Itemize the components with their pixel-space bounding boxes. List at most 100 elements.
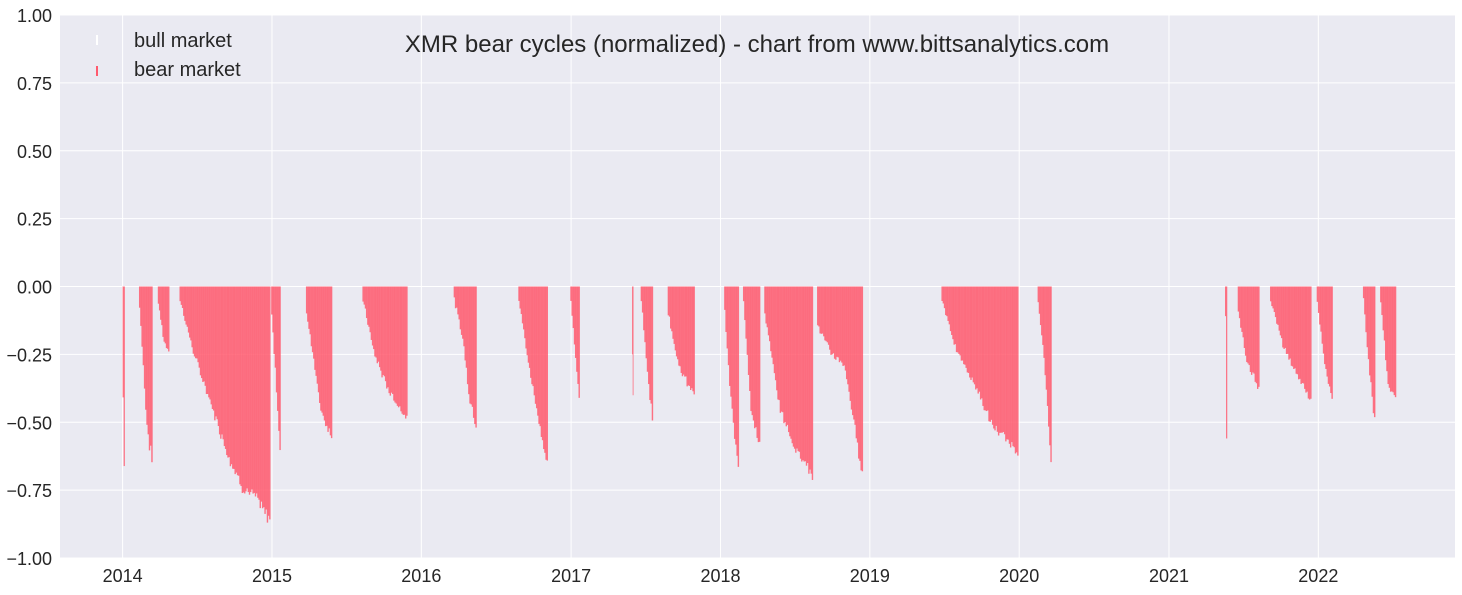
bear-bar [1366,286,1369,348]
bear-bar [218,286,221,435]
bear-bar [792,286,795,447]
bear-bar [267,286,270,516]
bear-bar [523,286,525,330]
bear-bar [789,286,791,437]
bear-bar [310,286,313,347]
bear-bar [811,286,814,480]
x-tick-label: 2020 [999,566,1039,586]
x-tick-label: 2019 [850,566,890,586]
bear-bar [1237,286,1240,312]
bear-bar [392,286,394,395]
bear-bar [837,286,839,358]
bear-bar [389,286,392,396]
bear-bar [858,286,860,459]
bear-bar [148,286,151,451]
bear-bar [195,286,197,359]
bear-bar [320,286,322,411]
bear-bar [208,286,210,398]
bear-bar [471,286,474,407]
bear-bar [246,286,248,489]
bear-bar [403,286,406,415]
bear-bar [947,286,949,321]
bear-bar [731,286,733,409]
bear-bar [838,286,841,363]
bear-bar [958,286,960,354]
bear-bar [777,286,779,400]
bear-bar [278,286,280,431]
bear-bar [165,286,168,349]
bear-bar [216,286,218,420]
bear-bar [168,286,170,352]
bear-bar [825,286,827,342]
bear-bar [1005,286,1007,442]
bear-bar [785,286,788,427]
bear-bar [684,286,686,377]
bear-bar [641,286,644,313]
bear-bar [368,286,370,327]
bear-bar [230,286,233,465]
bear-bar [853,286,855,420]
bear-bar [645,286,648,359]
bear-bar [238,286,240,476]
bear-bar [541,286,544,441]
bear-bar [253,286,255,493]
bear-bar [222,286,224,440]
bear-bar [957,286,959,353]
bear-bar [1225,286,1227,317]
bear-bar [848,286,850,392]
bear-bar [961,286,964,361]
bear-bar [1365,286,1367,333]
bear-bar [1320,286,1322,332]
bear-bar [831,286,833,355]
bear-bar [1276,286,1278,324]
bear-bar [540,286,543,437]
bear-bar [726,286,729,349]
bear-bar [1364,286,1366,315]
bear-bar [955,286,958,353]
bear-bar [823,286,825,337]
bear-bar [765,286,767,324]
bear-bar [192,286,195,354]
bear-bar [1043,286,1045,358]
bear-bar [1319,286,1321,325]
bear-bar [271,286,273,315]
bear-bar [788,286,790,433]
bear-bar [976,286,978,389]
bear-bar [539,286,541,427]
bear-bar [193,286,196,357]
bear-bar [1273,286,1276,313]
bear-bar [234,286,236,475]
bear-bar [240,286,242,487]
legend: bull market bear market [96,30,241,81]
bear-bar [965,286,967,368]
bear-bar [313,286,315,359]
bear-bar [1238,286,1241,319]
y-tick-label: −0.75 [6,481,52,501]
bear-bar [160,286,162,320]
bear-bar [682,286,685,375]
bear-bar [140,286,142,326]
bear-bar [277,286,279,411]
bear-bar [1280,286,1283,339]
bear-bar [689,286,692,390]
bear-bar [258,286,260,500]
bear-bar [1324,286,1326,365]
bear-bar [1282,286,1284,348]
bear-bar [1330,286,1332,394]
bear-bar [732,286,735,423]
bear-bar [650,286,652,404]
y-tick-label: 0.25 [17,210,52,230]
bear-bar [745,286,747,339]
bear-bar [365,286,368,319]
y-tick-label: 0.75 [17,74,52,94]
bear-bar [668,286,671,317]
bear-bar [990,286,993,420]
bear-bar [854,286,856,425]
bear-bar [675,286,678,357]
bear-bar [1049,286,1051,446]
bear-bar [829,286,831,350]
bear-bar [377,286,380,362]
bear-bar [987,286,989,411]
x-tick-label: 2022 [1298,566,1338,586]
